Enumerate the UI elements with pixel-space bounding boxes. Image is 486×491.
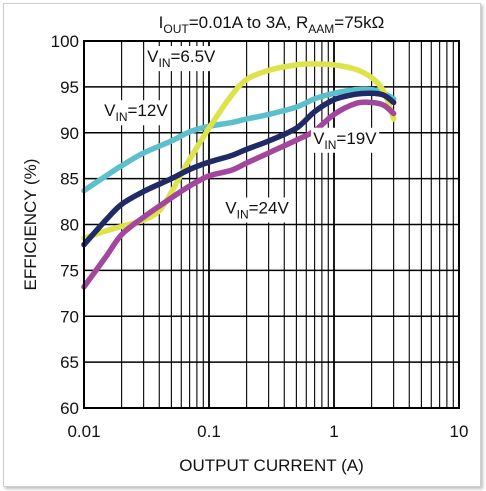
figure-frame: IOUT=0.01A to 3A, RAAM=75kΩ 60 65 70 75 80 85… <box>3 3 481 487</box>
x-tick-label: 0.1 <box>197 422 221 441</box>
y-tick-label: 85 <box>60 170 79 189</box>
annotation-background <box>145 46 219 72</box>
series-line-vin-19v <box>81 90 397 248</box>
y-tick-label: 90 <box>60 124 79 143</box>
x-tick-label: 0.01 <box>67 422 100 441</box>
annotation-vin-24v: VIN=24V <box>225 198 289 221</box>
annotation-vin-19v: VIN=19V <box>313 129 377 152</box>
x-axis-title: OUTPUT CURRENT (A) <box>179 456 364 475</box>
annotation-background <box>102 100 171 126</box>
efficiency-chart: IOUT=0.01A to 3A, RAAM=75kΩ 60 65 70 75 80 85… <box>21 13 468 475</box>
annotation-background <box>223 197 292 223</box>
annotation-vin-6v5: VIN=6.5V <box>147 47 216 70</box>
series-line-vin-24v <box>81 99 397 290</box>
y-tick-label: 95 <box>60 78 79 97</box>
y-tick-labels: 60 65 70 75 80 85 90 95 100 <box>51 32 79 418</box>
y-tick-label: 70 <box>60 307 79 326</box>
grid <box>84 40 459 409</box>
y-tick-label: 60 <box>60 399 79 418</box>
y-tick-label: 75 <box>60 261 79 280</box>
x-tick-labels: 0.01 0.1 1 10 <box>67 422 468 441</box>
x-tick-label: 1 <box>329 422 338 441</box>
x-tick-label: 10 <box>450 422 469 441</box>
series-layer <box>81 61 397 290</box>
y-tick-label: 80 <box>60 216 79 235</box>
series-line-vin-12v <box>81 86 397 194</box>
y-tick-label: 65 <box>60 353 79 372</box>
plot-border <box>83 40 460 409</box>
series-annotations: VIN=6.5V VIN=12V VIN=19V VIN=24V <box>102 46 380 223</box>
y-tick-label: 100 <box>51 32 79 51</box>
annotation-background <box>311 127 380 153</box>
chart-title: IOUT=0.01A to 3A, RAAM=75kΩ <box>159 13 385 36</box>
y-axis-title: EFFICIENCY (%) <box>21 159 40 291</box>
annotation-vin-12v: VIN=12V <box>104 101 168 124</box>
